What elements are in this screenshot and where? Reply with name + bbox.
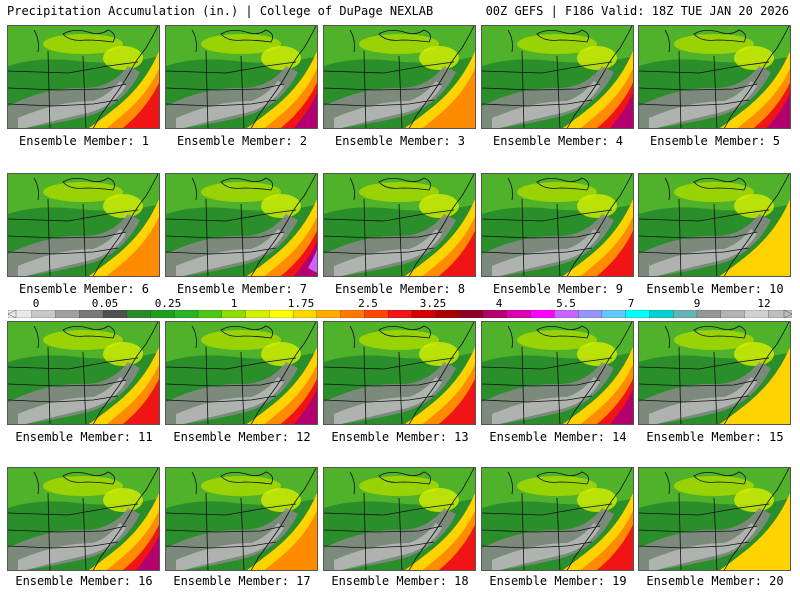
ensemble-member-map bbox=[481, 173, 634, 277]
colorbar-swatch bbox=[720, 310, 746, 318]
ensemble-member-map bbox=[323, 321, 476, 425]
colorbar-swatch bbox=[150, 310, 175, 318]
ensemble-member-label: Ensemble Member: 8 bbox=[334, 282, 466, 296]
ensemble-member-label: Ensemble Member: 4 bbox=[492, 134, 624, 148]
ensemble-member-label: Ensemble Member: 7 bbox=[176, 282, 308, 296]
ensemble-member-map bbox=[165, 467, 318, 571]
colorbar-tick-label: 2.5 bbox=[358, 297, 378, 310]
colorbar-tick-label: 1 bbox=[230, 297, 238, 310]
ensemble-member-map bbox=[323, 467, 476, 571]
ensemble-member-label: Ensemble Member: 12 bbox=[173, 430, 311, 444]
colorbar-swatch bbox=[126, 310, 152, 318]
colorbar-swatch bbox=[55, 310, 80, 318]
ensemble-member-map bbox=[638, 25, 791, 129]
colorbar-swatch bbox=[459, 310, 484, 318]
ensemble-member-label: Ensemble Member: 14 bbox=[489, 430, 627, 444]
colorbar-swatch bbox=[506, 310, 532, 318]
ensemble-member-map bbox=[7, 173, 160, 277]
ensemble-member-map bbox=[165, 321, 318, 425]
colorbar-swatch bbox=[625, 310, 651, 318]
precipitation-colorbar bbox=[8, 310, 792, 318]
ensemble-member-label: Ensemble Member: 19 bbox=[489, 574, 627, 588]
colorbar-swatch bbox=[601, 310, 627, 318]
ensemble-member-map bbox=[165, 25, 318, 129]
colorbar-swatch bbox=[269, 310, 294, 318]
ensemble-member-map bbox=[638, 173, 791, 277]
colorbar-swatch bbox=[79, 310, 104, 318]
colorbar-swatch bbox=[554, 310, 579, 318]
colorbar-swatch bbox=[316, 310, 342, 318]
colorbar-swatch bbox=[221, 310, 247, 318]
ensemble-member-map bbox=[638, 321, 791, 425]
colorbar-swatch bbox=[649, 310, 674, 318]
ensemble-member-label: Ensemble Member: 6 bbox=[18, 282, 150, 296]
ensemble-member-label: Ensemble Member: 15 bbox=[646, 430, 784, 444]
colorbar-swatch bbox=[483, 310, 508, 318]
ensemble-member-label: Ensemble Member: 20 bbox=[646, 574, 784, 588]
colorbar-tick-label: 0.05 bbox=[91, 297, 119, 310]
ensemble-member-map bbox=[7, 25, 160, 129]
ensemble-member-label: Ensemble Member: 3 bbox=[334, 134, 466, 148]
ensemble-member-label: Ensemble Member: 16 bbox=[15, 574, 153, 588]
ensemble-member-label: Ensemble Member: 2 bbox=[176, 134, 308, 148]
map-title: Precipitation Accumulation (in.) | Colle… bbox=[7, 4, 434, 18]
ensemble-member-map bbox=[7, 467, 160, 571]
ensemble-member-map bbox=[481, 25, 634, 129]
colorbar-tick-label: 1.75 bbox=[287, 297, 315, 310]
ensemble-member-map bbox=[165, 173, 318, 277]
colorbar-swatch bbox=[174, 310, 199, 318]
colorbar-swatch bbox=[197, 310, 223, 318]
ensemble-member-label: Ensemble Member: 10 bbox=[646, 282, 784, 296]
ensemble-member-map bbox=[638, 467, 791, 571]
colorbar-swatch bbox=[292, 310, 318, 318]
colorbar-swatch bbox=[340, 310, 366, 318]
colorbar-tick-label: 5.5 bbox=[556, 297, 576, 310]
ensemble-member-map bbox=[7, 321, 160, 425]
colorbar-swatch bbox=[578, 310, 603, 318]
colorbar-swatch bbox=[102, 310, 128, 318]
ensemble-member-label: Ensemble Member: 18 bbox=[331, 574, 469, 588]
ensemble-member-map bbox=[323, 25, 476, 129]
model-run-valid-time: 00Z GEFS | F186 Valid: 18Z TUE JAN 20 20… bbox=[485, 4, 789, 18]
colorbar-swatch bbox=[411, 310, 437, 318]
colorbar-swatch bbox=[364, 310, 389, 318]
ensemble-member-label: Ensemble Member: 13 bbox=[331, 430, 469, 444]
colorbar-swatch bbox=[387, 310, 413, 318]
colorbar-tick-label: 9 bbox=[693, 297, 701, 310]
ensemble-member-label: Ensemble Member: 5 bbox=[649, 134, 781, 148]
ensemble-member-map bbox=[481, 467, 634, 571]
colorbar-swatch bbox=[31, 310, 57, 318]
ensemble-member-map bbox=[323, 173, 476, 277]
colorbar-tick-label: 3.25 bbox=[419, 297, 447, 310]
ensemble-member-label: Ensemble Member: 9 bbox=[492, 282, 624, 296]
colorbar-swatch bbox=[673, 310, 698, 318]
colorbar-swatch bbox=[768, 310, 792, 318]
colorbar-tick-label: 12 bbox=[757, 297, 771, 310]
colorbar-swatch bbox=[530, 310, 556, 318]
colorbar-swatch bbox=[435, 310, 461, 318]
ensemble-member-label: Ensemble Member: 17 bbox=[173, 574, 311, 588]
colorbar-tick-label: 0.25 bbox=[154, 297, 182, 310]
ensemble-member-label: Ensemble Member: 11 bbox=[15, 430, 153, 444]
colorbar-swatch bbox=[696, 310, 722, 318]
colorbar-tick-label: 7 bbox=[627, 297, 635, 310]
ensemble-member-map bbox=[481, 321, 634, 425]
colorbar-tick-label: 4 bbox=[495, 297, 503, 310]
colorbar-tick-label: 0 bbox=[32, 297, 40, 310]
colorbar-swatch bbox=[744, 310, 769, 318]
colorbar-swatch bbox=[245, 310, 270, 318]
ensemble-member-label: Ensemble Member: 1 bbox=[18, 134, 150, 148]
